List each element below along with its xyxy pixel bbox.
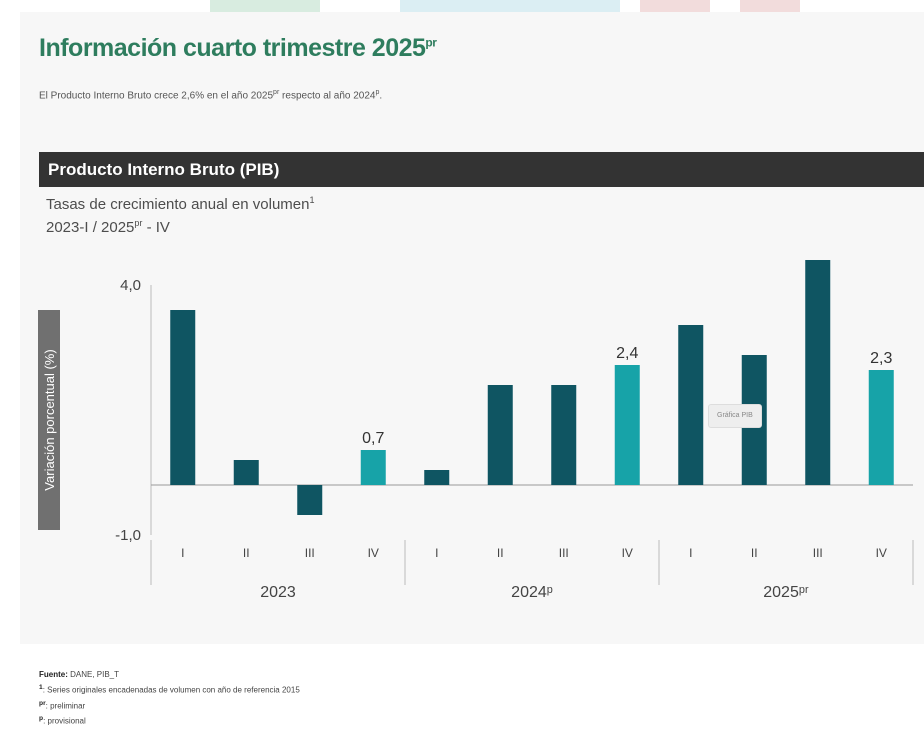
y-axis-label: Variación porcentual (%): [42, 349, 57, 490]
y-axis-label-box: [38, 310, 60, 530]
x-tick-label: II: [497, 546, 504, 560]
x-tick-label: I: [181, 546, 184, 560]
y-tick-label: 4,0: [120, 277, 141, 294]
x-tick-label: IV: [368, 546, 379, 560]
data-label: 2,4: [616, 345, 638, 362]
x-tick-label: III: [813, 546, 823, 560]
x-tick-label: I: [689, 546, 692, 560]
bar: [678, 325, 704, 485]
pib-bar-chart: Variación porcentual (%)4,0-1,0I II III IV0…: [38, 260, 914, 601]
x-tick-label: IV: [876, 546, 887, 560]
source-note: Fuente: DANE, PIB_T: [39, 670, 120, 679]
data-label: 2,3: [870, 350, 892, 367]
bar: [487, 385, 513, 485]
x-tick-label: I: [435, 546, 438, 560]
footnote-p: p: provisional: [39, 715, 86, 726]
x-tick-label: II: [751, 546, 758, 560]
bar: [297, 485, 323, 515]
bar: [360, 450, 386, 485]
chart-banner-title: Producto Interno Bruto (PIB): [48, 160, 280, 179]
summary-text: El Producto Interno Bruto crece 2,6% en …: [39, 89, 383, 102]
bar: [868, 370, 894, 485]
bar: [233, 460, 259, 485]
group-label: 2025ᵖʳ: [763, 584, 809, 601]
chart-subtitle: Tasas de crecimiento anual en volumen1: [46, 195, 315, 213]
bar: [170, 310, 196, 485]
bar: [551, 385, 577, 485]
footnotes: Fuente: DANE, PIB_T 1: Series originales…: [39, 668, 300, 728]
chart-period: 2023-I / 2025pr - IV: [46, 218, 170, 236]
x-tick-label: III: [305, 546, 315, 560]
y-axis-label-group: Variación porcentual (%): [38, 310, 60, 530]
data-label: 0,7: [362, 430, 384, 447]
chart-banner: Producto Interno Bruto (PIB): [39, 152, 924, 187]
footnote-pr: pr: preliminar: [39, 699, 86, 711]
group-label: 2023: [260, 584, 296, 601]
group-label: 2024ᵖ: [511, 584, 553, 601]
footnote-1: 1: Series originales encadenadas de volu…: [39, 684, 300, 695]
x-tick-label: IV: [622, 546, 633, 560]
x-tick-label: III: [559, 546, 569, 560]
page-title: Información cuarto trimestre 2025pr: [39, 34, 437, 62]
y-tick-label: -1,0: [115, 527, 141, 544]
chart-tooltip: Gráfica PIB: [708, 404, 762, 428]
top-decoration: [210, 0, 800, 12]
bar: [424, 470, 450, 485]
x-tick-label: II: [243, 546, 250, 560]
bar: [805, 260, 831, 485]
bar: [614, 365, 640, 485]
